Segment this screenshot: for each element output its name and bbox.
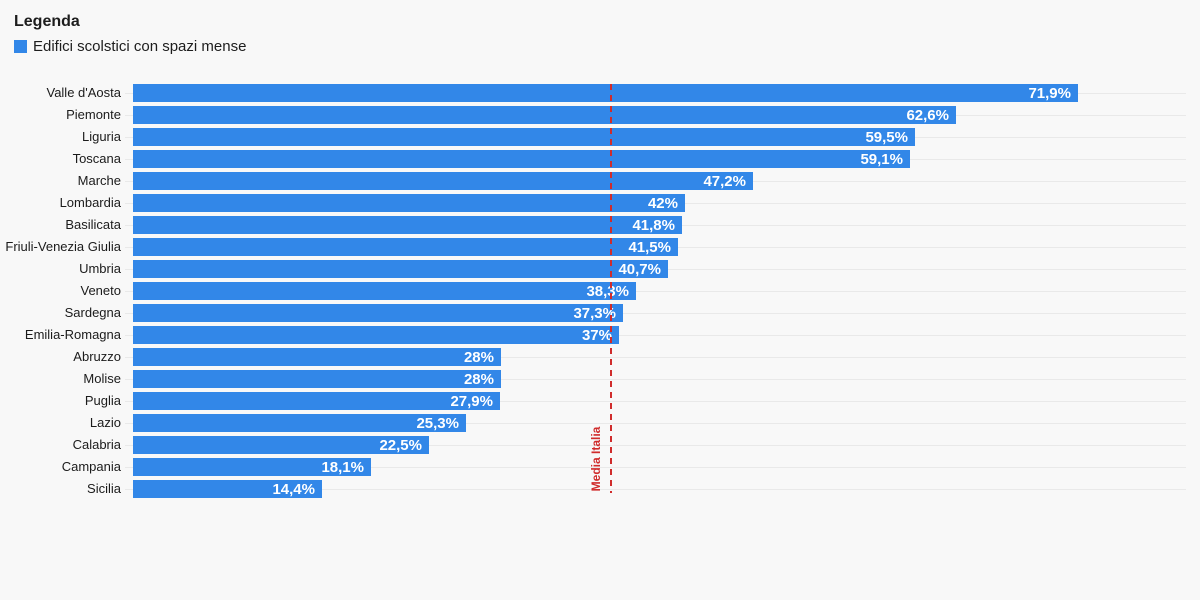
category-label: Emilia-Romagna <box>24 327 121 342</box>
bar: 59,5% <box>133 128 915 146</box>
category-label: Valle d'Aosta <box>46 85 121 100</box>
media-italia-label: Media Italia <box>589 426 603 492</box>
bar-value-label: 18,1% <box>321 458 364 476</box>
bar-value-label: 28% <box>463 370 494 388</box>
bar-value-label: 14,4% <box>272 480 315 498</box>
bar-value-label: 47,2% <box>703 172 746 190</box>
category-label: Abruzzo <box>73 349 121 364</box>
bar-value-label: 25,3% <box>416 414 459 432</box>
bar-value-label: 27,9% <box>450 392 493 410</box>
legend-item: Edifici scolstici con spazi mense <box>14 39 246 54</box>
category-label: Liguria <box>81 129 121 144</box>
category-label: Lazio <box>89 415 121 430</box>
bar-value-label: 22,5% <box>379 436 422 454</box>
bar-value-label: 59,5% <box>865 128 908 146</box>
bar: 71,9% <box>133 84 1078 102</box>
bar: 62,6% <box>133 106 956 124</box>
gridline <box>125 489 1186 490</box>
bar: 42% <box>133 194 685 212</box>
bar-value-label: 28% <box>463 348 494 366</box>
bar: 41,8% <box>133 216 682 234</box>
bar-value-label: 37% <box>581 326 612 344</box>
bar: 18,1% <box>133 458 371 476</box>
category-label: Puglia <box>84 393 121 408</box>
category-label: Veneto <box>80 283 122 298</box>
bar-value-label: 37,3% <box>573 304 616 322</box>
gridline <box>125 379 1186 380</box>
bar: 28% <box>133 348 501 366</box>
bar: 41,5% <box>133 238 678 256</box>
gridline <box>125 291 1186 292</box>
bar-value-label: 59,1% <box>860 150 903 168</box>
legend-title: Legenda <box>14 13 80 30</box>
bar-value-label: 71,9% <box>1028 84 1071 102</box>
bar: 22,5% <box>133 436 429 454</box>
bar: 27,9% <box>133 392 500 410</box>
category-label: Marche <box>77 173 121 188</box>
bar: 40,7% <box>133 260 668 278</box>
gridline <box>125 335 1186 336</box>
legend: Legenda Edifici scolstici con spazi mens… <box>14 12 246 54</box>
bar-value-label: 38,3% <box>586 282 629 300</box>
category-label: Basilicata <box>65 217 121 232</box>
bar-value-label: 41,8% <box>632 216 675 234</box>
bar-value-label: 41,5% <box>628 238 671 256</box>
legend-item-label: Edifici scolstici con spazi mense <box>33 38 247 55</box>
gridline <box>125 445 1186 446</box>
bar: 14,4% <box>133 480 322 498</box>
bar-value-label: 40,7% <box>618 260 661 278</box>
bar-value-label: 62,6% <box>906 106 949 124</box>
gridline <box>125 357 1186 358</box>
bar: 37,3% <box>133 304 623 322</box>
bar: 59,1% <box>133 150 910 168</box>
category-label: Piemonte <box>66 107 121 122</box>
category-label: Umbria <box>79 261 121 276</box>
bar: 47,2% <box>133 172 753 190</box>
bar-value-label: 42% <box>647 194 678 212</box>
category-label: Lombardia <box>59 195 121 210</box>
media-italia-reference-line <box>610 84 612 493</box>
gridline <box>125 313 1186 314</box>
category-label: Toscana <box>72 151 121 166</box>
category-label: Calabria <box>72 437 121 452</box>
category-label: Friuli-Venezia Giulia <box>5 239 121 254</box>
category-label: Campania <box>61 459 121 474</box>
bar: 25,3% <box>133 414 466 432</box>
category-label: Molise <box>83 371 121 386</box>
gridline <box>125 423 1186 424</box>
gridline <box>125 467 1186 468</box>
gridline <box>125 401 1186 402</box>
legend-swatch-icon <box>14 40 27 53</box>
category-label: Sicilia <box>87 481 121 496</box>
bar: 28% <box>133 370 501 388</box>
category-label: Sardegna <box>64 305 121 320</box>
bar: 38,3% <box>133 282 636 300</box>
bar: 37% <box>133 326 619 344</box>
